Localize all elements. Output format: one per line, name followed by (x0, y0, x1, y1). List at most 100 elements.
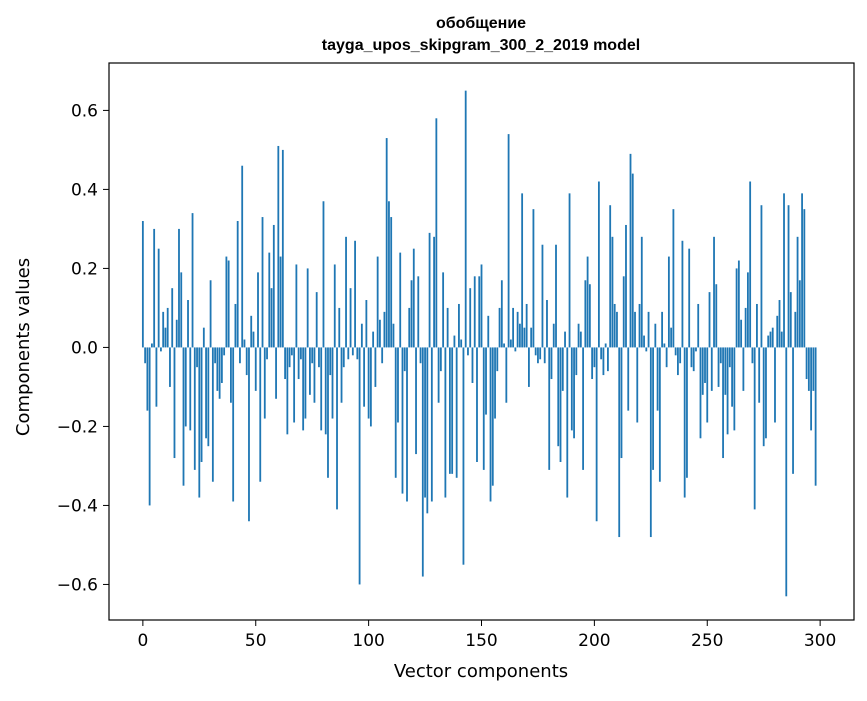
bar-99 (365, 300, 368, 348)
bar-292 (801, 193, 803, 348)
bar-103 (374, 347, 377, 387)
bar-20 (187, 300, 189, 348)
bar-213 (622, 276, 625, 348)
bar-32 (214, 347, 217, 364)
bar-75 (311, 347, 314, 364)
bar-249 (704, 347, 706, 383)
y-tick-label: −0.4 (57, 496, 98, 516)
bar-49 (252, 331, 255, 348)
bar-207 (609, 205, 612, 348)
bar-266 (742, 347, 745, 391)
bar-13 (171, 288, 174, 348)
bar-200 (593, 347, 596, 368)
bar-283 (780, 331, 783, 348)
bar-259 (726, 347, 729, 435)
bar-10 (164, 327, 167, 348)
bar-121 (415, 347, 417, 455)
bar-126 (426, 347, 429, 514)
bar-123 (419, 347, 422, 364)
bar-0 (141, 221, 144, 348)
bar-105 (379, 319, 381, 348)
bar-173 (532, 209, 535, 348)
bar-237 (677, 347, 679, 376)
bar-196 (584, 280, 587, 348)
bar-242 (688, 248, 691, 348)
bar-17 (180, 272, 183, 348)
bar-76 (313, 347, 316, 403)
bar-238 (679, 347, 682, 364)
bar-240 (683, 347, 686, 498)
bar-217 (631, 173, 634, 348)
bar-132 (439, 347, 442, 372)
bar-194 (579, 331, 582, 348)
bar-74 (309, 347, 311, 395)
bar-37 (225, 256, 228, 348)
bar-97 (360, 323, 363, 348)
bar-270 (751, 347, 754, 364)
bar-96 (358, 347, 361, 585)
bar-263 (735, 268, 738, 348)
bar-55 (266, 347, 268, 360)
bar-256 (719, 347, 722, 364)
bar-224 (647, 311, 650, 348)
bar-226 (652, 347, 654, 470)
bar-110 (390, 217, 393, 348)
bar-195 (582, 347, 584, 470)
bar-112 (394, 347, 397, 478)
bar-191 (573, 347, 575, 439)
bar-205 (604, 343, 607, 348)
y-axis: −0.6 −0.4 −0.2 0.0 0.2 0.4 0.6 (57, 101, 109, 595)
y-tick-label: 0.6 (71, 101, 98, 121)
bar-277 (767, 335, 770, 348)
bar-198 (588, 284, 591, 348)
bar-11 (166, 307, 169, 348)
bar-267 (744, 307, 747, 348)
bar-122 (417, 276, 420, 348)
bar-218 (634, 311, 636, 348)
bar-149 (478, 276, 481, 348)
bar-186 (561, 347, 564, 391)
chart-title: обобщение (436, 15, 526, 32)
bar-46 (245, 347, 248, 376)
bar-27 (202, 327, 205, 348)
bar-29 (207, 347, 210, 447)
bar-79 (320, 347, 323, 431)
bar-134 (444, 347, 447, 498)
bar-273 (758, 347, 761, 403)
bar-223 (645, 347, 648, 352)
bar-72 (304, 347, 307, 419)
bar-150 (480, 264, 483, 348)
bar-66 (290, 347, 293, 356)
bar-129 (433, 236, 435, 348)
x-tick-label: 150 (465, 631, 497, 651)
bar-230 (661, 311, 664, 348)
bar-56 (268, 252, 271, 348)
bar-128 (430, 347, 433, 502)
bar-167 (518, 323, 521, 348)
bar-64 (286, 347, 289, 435)
bar-214 (625, 224, 627, 348)
bar-135 (446, 307, 449, 348)
bar-201 (595, 347, 598, 522)
bar-220 (638, 303, 641, 348)
bar-73 (306, 268, 309, 348)
y-tick-label: 0.0 (71, 338, 98, 358)
bar-279 (771, 327, 774, 348)
bar-143 (464, 90, 467, 348)
bar-172 (530, 327, 533, 348)
bar-159 (500, 280, 503, 348)
bar-108 (385, 138, 388, 348)
bar-190 (570, 347, 573, 431)
bar-114 (399, 252, 402, 348)
y-tick-label: 0.2 (71, 259, 98, 279)
bar-261 (731, 347, 733, 407)
bar-258 (724, 347, 727, 395)
bar-264 (737, 260, 740, 348)
bar-280 (774, 347, 776, 423)
bar-7 (157, 248, 160, 348)
bar-219 (636, 347, 639, 423)
bar-63 (284, 347, 286, 380)
bar-series (141, 90, 817, 597)
bar-293 (803, 209, 806, 348)
bar-278 (769, 331, 772, 348)
